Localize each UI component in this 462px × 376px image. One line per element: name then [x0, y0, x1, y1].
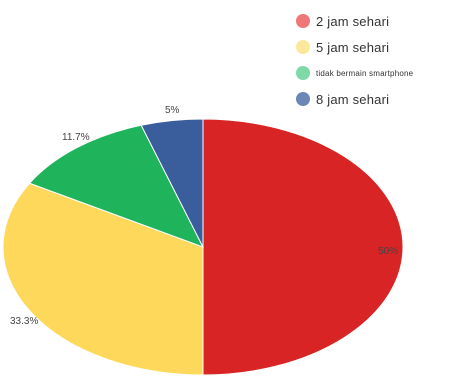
legend-swatch-8-jam [296, 92, 310, 106]
legend-item-2-jam[interactable]: 2 jam sehari [296, 8, 462, 34]
pie-slices [2, 118, 404, 376]
legend-item-tidak-bermain[interactable]: tidak bermain smartphone [296, 60, 462, 86]
legend: 2 jam sehari 5 jam sehari tidak bermain … [296, 8, 462, 112]
legend-label-tidak-bermain: tidak bermain smartphone [316, 68, 414, 78]
pie-labels: 50% 33.3% 11.7% 5% [10, 105, 398, 327]
slice-5-jam[interactable] [2, 182, 204, 376]
slice-8-jam-value-label: 5% [165, 105, 180, 116]
legend-label-8-jam: 8 jam sehari [316, 91, 390, 107]
slice-8-jam[interactable] [140, 118, 204, 248]
legend-swatch-5-jam [296, 40, 310, 54]
slice-tidak-bermain-value-label: 11.7% [62, 132, 90, 143]
slice-2-jam[interactable] [202, 118, 404, 376]
legend-item-8-jam[interactable]: 8 jam sehari [296, 86, 462, 112]
legend-swatch-tidak-bermain [296, 66, 310, 80]
legend-swatch-2-jam [296, 14, 310, 28]
slice-2-jam-value-label: 50% [378, 246, 398, 257]
legend-label-2-jam: 2 jam sehari [316, 13, 390, 29]
slice-tidak-bermain[interactable] [28, 124, 205, 248]
legend-item-5-jam[interactable]: 5 jam sehari [296, 34, 462, 60]
legend-label-5-jam: 5 jam sehari [316, 39, 390, 55]
slice-5-jam-value-label: 33.3% [10, 316, 38, 327]
